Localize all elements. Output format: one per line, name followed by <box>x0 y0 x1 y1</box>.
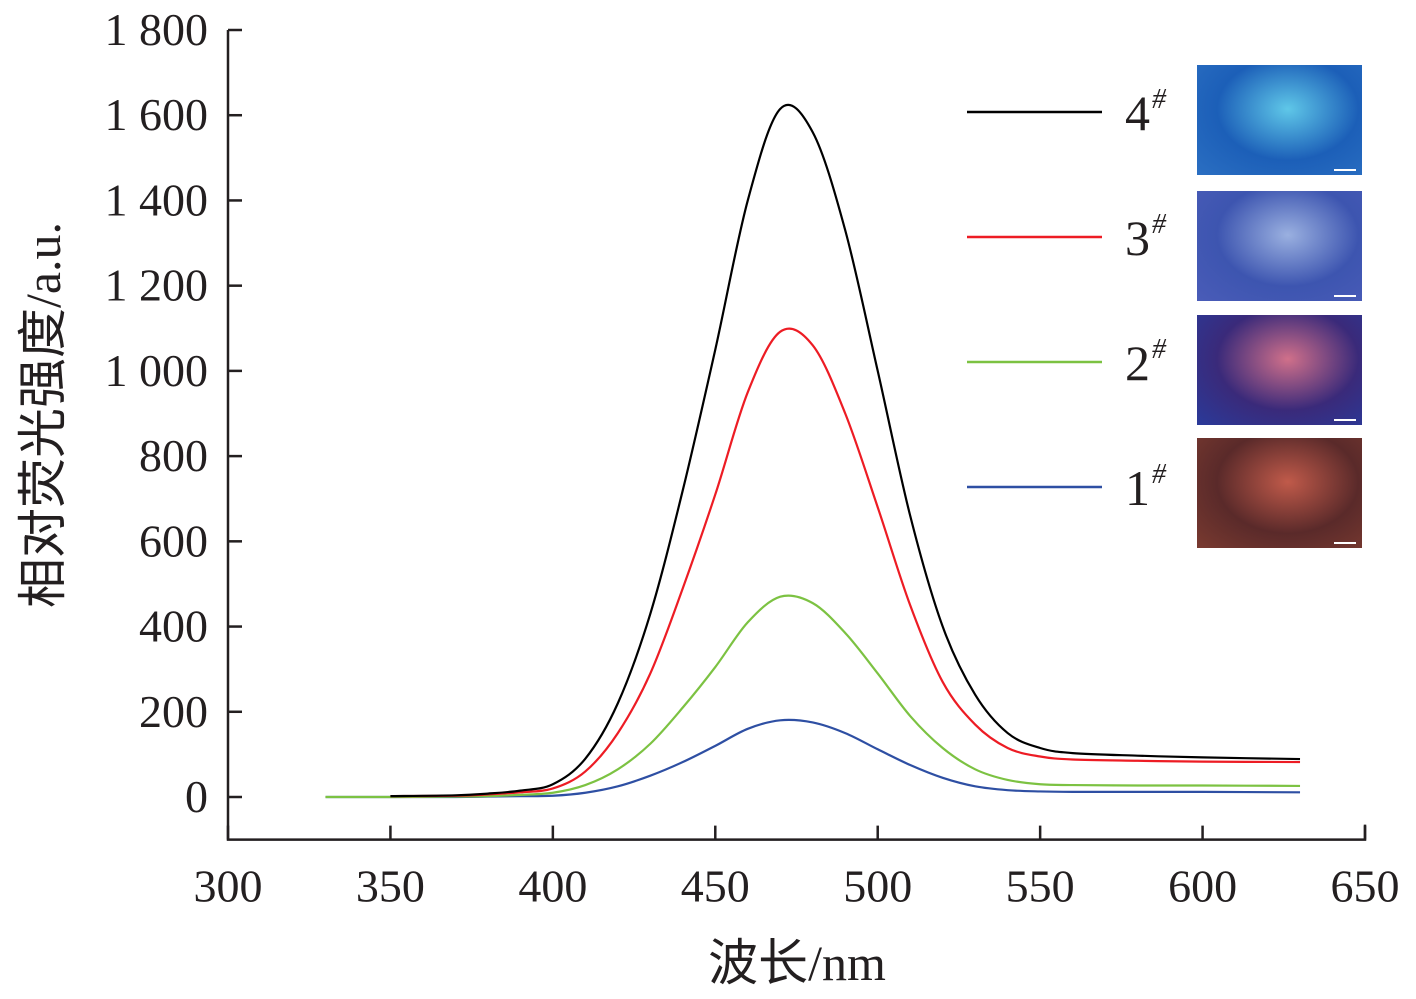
legend-label-sup: # <box>1152 459 1167 490</box>
axes: 0 200 400 600 800 1 000 1 200 1 400 1 600 1 800 30… <box>105 4 1400 912</box>
x-tick-label: 450 <box>681 861 750 912</box>
series-line-1 <box>325 718 1301 799</box>
y-axis-label: 相对荧光强度/a.u. <box>15 222 71 608</box>
scale-bar <box>1334 542 1356 544</box>
x-tick-label: 350 <box>356 861 425 912</box>
y-tick-label: 800 <box>139 430 208 481</box>
microscopy-inset-2 <box>1197 315 1362 425</box>
legend-label-sup: # <box>1152 84 1167 115</box>
microscopy-inset-1 <box>1197 438 1362 548</box>
y-tick-label: 200 <box>139 686 208 737</box>
series-line-2 <box>325 594 1301 799</box>
scale-bar <box>1334 419 1356 421</box>
legend-label-1: 1# <box>1125 459 1167 516</box>
x-tick-label: 300 <box>194 861 263 912</box>
y-tick-label: 1 800 <box>105 4 209 55</box>
y-tick-label: 600 <box>139 515 208 566</box>
x-tick-label: 600 <box>1168 861 1237 912</box>
legend-label-sup: # <box>1152 334 1167 365</box>
series-line-4 <box>390 103 1301 798</box>
microscopy-inset-4 <box>1197 65 1362 175</box>
x-tick-label: 500 <box>843 861 912 912</box>
y-tick-label: 1 400 <box>105 174 209 225</box>
curves <box>325 103 1301 799</box>
legend-label-sup: # <box>1152 209 1167 240</box>
y-tick-label: 0 <box>185 771 208 822</box>
y-tick-label: 1 600 <box>105 89 209 140</box>
y-tick-label: 400 <box>139 601 208 652</box>
series-line-3 <box>390 327 1301 798</box>
x-tick-label: 650 <box>1331 861 1400 912</box>
legend-label-2: 2# <box>1125 334 1167 391</box>
legend-label-4: 4# <box>1125 84 1167 141</box>
y-tick-label: 1 000 <box>105 345 209 396</box>
microscopy-inset-3 <box>1197 191 1362 301</box>
y-tick-label: 1 200 <box>105 260 209 311</box>
axis-lines <box>226 30 1367 841</box>
x-tick-label: 550 <box>1006 861 1075 912</box>
scale-bar <box>1334 295 1356 297</box>
x-axis-label: 波长/nm <box>708 935 886 991</box>
legend: 4# 3# 2# 1# <box>967 84 1167 516</box>
legend-label-3: 3# <box>1125 209 1167 266</box>
scale-bar <box>1334 169 1356 171</box>
x-tick-label: 400 <box>518 861 587 912</box>
